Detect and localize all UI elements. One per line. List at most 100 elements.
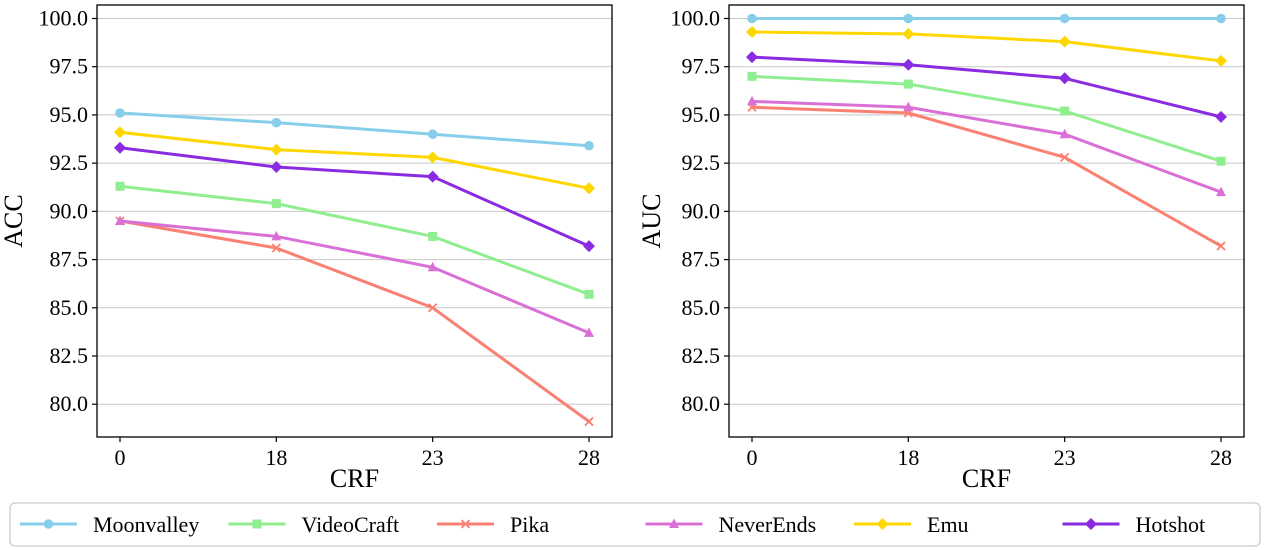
series-line-moonvalley xyxy=(118,111,591,148)
data-point-emu xyxy=(902,27,915,40)
data-point-videocraft xyxy=(271,199,281,209)
series-videocraft xyxy=(747,71,1226,166)
series-line-emu xyxy=(750,30,1223,63)
data-point-videocraft xyxy=(428,231,438,241)
series-pika xyxy=(747,102,1226,251)
data-point-moonvalley xyxy=(1216,13,1226,24)
legend-entry-emu: Emu xyxy=(854,512,969,537)
legend-marker xyxy=(43,519,54,529)
y-tick-label: 97.5 xyxy=(682,54,721,79)
y-tick-label: 82.5 xyxy=(50,343,89,368)
y-tick-label: 92.5 xyxy=(50,150,89,175)
legend-label: Pika xyxy=(510,512,549,537)
x-tick-label: 23 xyxy=(1054,445,1076,470)
data-point-moonvalley xyxy=(271,117,282,128)
data-point-videocraft xyxy=(584,289,594,299)
x-axis-label: CRF xyxy=(962,464,1011,493)
y-tick-label: 80.0 xyxy=(682,391,721,416)
y-tick-label: 95.0 xyxy=(682,102,721,127)
data-point-hotshot xyxy=(426,170,439,183)
series-moonvalley xyxy=(747,13,1226,24)
legend-label: Emu xyxy=(927,512,969,537)
data-point-hotshot xyxy=(902,58,915,71)
data-point-emu xyxy=(270,143,283,156)
series-line-neverends xyxy=(118,219,591,335)
data-point-pika xyxy=(1216,241,1226,251)
data-point-hotshot xyxy=(583,240,595,253)
x-tick-label: 18 xyxy=(897,445,919,470)
legend-entry-moonvalley: Moonvalley xyxy=(20,512,199,537)
x-tick-label: 23 xyxy=(422,445,444,470)
series-line-videocraft xyxy=(750,74,1223,163)
legend-marker xyxy=(460,519,471,529)
data-point-neverends xyxy=(427,261,438,272)
y-tick-label: 80.0 xyxy=(50,391,89,416)
legend-marker xyxy=(669,518,679,528)
series-line-pika xyxy=(750,105,1223,248)
series-moonvalley xyxy=(115,108,594,151)
y-tick-label: 85.0 xyxy=(682,295,721,320)
data-point-emu xyxy=(583,182,595,195)
data-point-neverends xyxy=(747,95,757,106)
series-neverends xyxy=(115,215,594,337)
series-line-hotshot xyxy=(750,55,1223,119)
data-point-emu xyxy=(426,151,439,164)
x-tick-label: 28 xyxy=(578,445,600,470)
legend-marker xyxy=(252,519,262,529)
y-tick-label: 82.5 xyxy=(682,343,721,368)
series-line-hotshot xyxy=(118,146,591,248)
y-tick-label: 97.5 xyxy=(50,54,89,79)
y-axis-label: AUC xyxy=(637,194,666,249)
legend-label: VideoCraft xyxy=(302,512,400,537)
series-pika xyxy=(115,216,594,427)
series-neverends xyxy=(747,95,1226,197)
legend-entry-pika: Pika xyxy=(437,512,549,537)
y-tick-label: 90.0 xyxy=(50,198,89,223)
y-tick-label: 87.5 xyxy=(50,247,89,272)
legend-label: Moonvalley xyxy=(93,512,199,537)
series-line-emu xyxy=(118,130,591,190)
data-point-moonvalley xyxy=(427,129,438,140)
y-tick-label: 95.0 xyxy=(50,102,89,127)
series-emu xyxy=(114,126,595,195)
data-point-hotshot xyxy=(746,51,758,64)
legend-frame xyxy=(9,502,1261,547)
data-point-emu xyxy=(114,126,126,139)
data-point-moonvalley xyxy=(903,13,914,24)
y-tick-label: 87.5 xyxy=(682,247,721,272)
data-point-videocraft xyxy=(903,79,913,89)
data-point-emu xyxy=(1215,54,1227,67)
series-videocraft xyxy=(115,181,594,299)
data-point-videocraft xyxy=(1060,106,1070,116)
series-emu xyxy=(746,26,1227,67)
data-point-moonvalley xyxy=(115,108,125,118)
y-tick-label: 90.0 xyxy=(682,198,721,223)
legend: Moonvalley VideoCraft Pika NeverEnds Emu Hots… xyxy=(9,502,1261,547)
data-point-pika xyxy=(271,243,281,253)
data-point-neverends xyxy=(1216,186,1226,197)
x-tick-label: 0 xyxy=(115,445,126,470)
data-point-neverends xyxy=(115,215,125,225)
data-point-videocraft xyxy=(1216,156,1226,166)
data-point-neverends xyxy=(271,230,282,241)
plot-frame xyxy=(728,4,1245,438)
data-point-moonvalley xyxy=(1059,13,1070,24)
series-line-neverends xyxy=(750,99,1223,194)
x-tick-label: 0 xyxy=(747,445,758,470)
x-tick-label: 18 xyxy=(265,445,287,470)
data-point-videocraft xyxy=(115,181,125,191)
data-point-hotshot xyxy=(114,141,126,154)
legend-label: Hotshot xyxy=(1136,512,1206,537)
data-point-moonvalley xyxy=(584,140,594,151)
legend-entry-hotshot: Hotshot xyxy=(1062,512,1206,537)
legend-label: NeverEnds xyxy=(719,512,817,537)
y-tick-label: 100.0 xyxy=(39,6,89,31)
y-tick-label: 92.5 xyxy=(682,150,721,175)
data-point-emu xyxy=(746,26,758,38)
y-tick-label: 85.0 xyxy=(50,295,89,320)
legend-marker xyxy=(1085,518,1097,530)
data-point-pika xyxy=(1060,152,1070,162)
y-tick-label: 100.0 xyxy=(671,6,721,31)
data-point-hotshot xyxy=(270,161,283,173)
